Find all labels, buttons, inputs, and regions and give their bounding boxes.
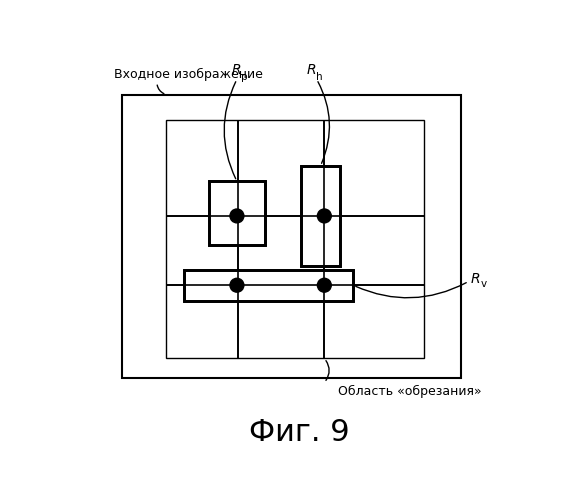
Text: R: R (307, 64, 317, 78)
Text: R: R (232, 64, 242, 78)
Bar (301, 166, 340, 266)
Text: Область «обрезания»: Область «обрезания» (338, 386, 481, 398)
Bar (209, 182, 265, 245)
Text: p: p (241, 72, 248, 83)
Text: h: h (316, 72, 322, 83)
Circle shape (317, 278, 331, 292)
Text: R: R (471, 272, 480, 285)
Text: v: v (480, 279, 486, 289)
Text: Входное изображение: Входное изображение (114, 68, 263, 81)
Bar (209, 182, 265, 245)
Bar (166, 120, 425, 358)
Circle shape (230, 209, 244, 223)
Bar (184, 270, 353, 300)
Bar (301, 166, 340, 266)
Circle shape (317, 209, 331, 223)
Bar (184, 270, 353, 300)
Text: Фиг. 9: Фиг. 9 (249, 418, 350, 447)
Bar (122, 94, 461, 378)
Circle shape (230, 278, 244, 292)
